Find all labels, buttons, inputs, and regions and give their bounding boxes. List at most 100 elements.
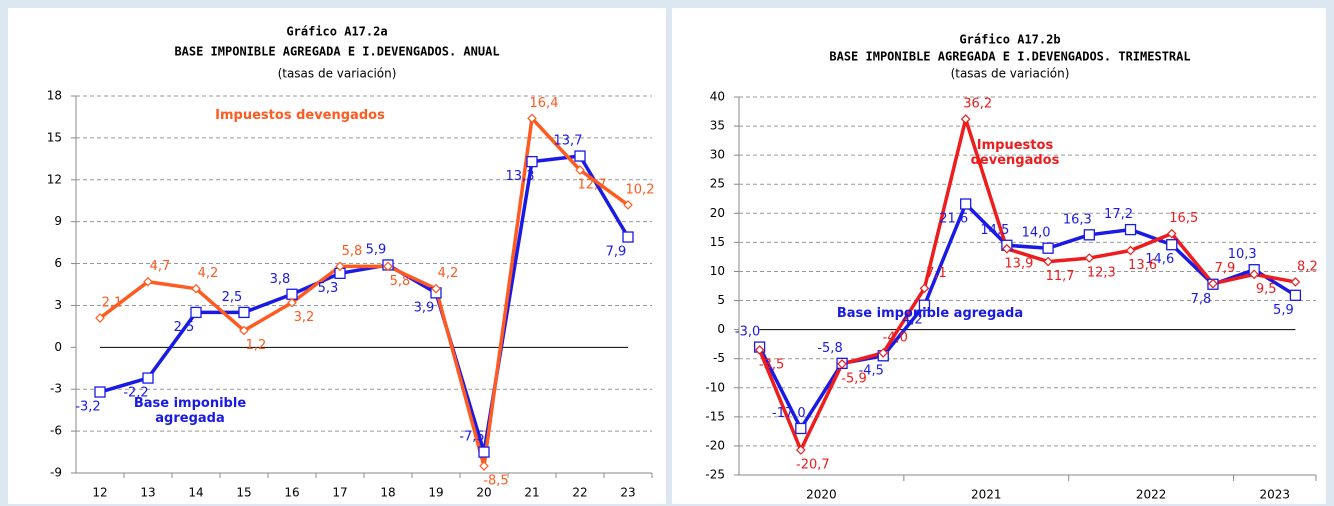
x-tick-label: 15 [236, 486, 251, 500]
marker [1249, 269, 1260, 280]
chart-title: Gráfico A17.2b [959, 33, 1060, 47]
x-tick-label: 23 [620, 486, 635, 500]
marker [143, 276, 153, 287]
data-label: -2,2 [123, 386, 148, 401]
y-tick-label: 15 [47, 130, 62, 144]
y-tick-label: 30 [710, 148, 725, 162]
data-label: -8,5 [483, 474, 508, 489]
y-tick-label: -9 [50, 466, 62, 480]
series-label: Base imponible agregada [836, 306, 1024, 321]
data-label: 8,2 [1297, 259, 1318, 274]
marker [960, 114, 971, 124]
marker [431, 283, 441, 294]
y-tick-label: 6 [54, 256, 62, 270]
marker [190, 306, 202, 319]
y-tick-label: 25 [710, 177, 725, 191]
x-tick-label: 20 [476, 486, 491, 500]
data-label: -4,0 [883, 330, 908, 345]
y-tick-label: -5 [713, 351, 725, 365]
y-tick-label: 20 [710, 206, 725, 220]
marker [239, 325, 249, 336]
y-tick-label: 5 [717, 293, 725, 307]
data-label: 5,3 [318, 281, 339, 296]
series-label-box: Impuestos devengados [971, 138, 1060, 168]
marker [94, 386, 106, 398]
y-tick-label: -25 [705, 468, 725, 482]
chart-title: Gráfico A17.2a [286, 25, 387, 39]
data-label: 13,6 [1128, 258, 1157, 273]
y-tick-label: -10 [705, 380, 725, 394]
y-tick-label: -3 [50, 382, 62, 396]
x-tick-label: 13 [140, 486, 155, 500]
data-label: 5,9 [366, 242, 387, 257]
data-label: -5,8 [817, 341, 842, 356]
data-label: 10,3 [1228, 247, 1257, 262]
data-label: 36,2 [963, 97, 992, 112]
y-tick-label: 40 [710, 90, 725, 104]
y-tick-label: 3 [54, 298, 62, 312]
data-label: 12,3 [1087, 266, 1116, 281]
marker [575, 165, 585, 175]
data-label: 21,6 [939, 212, 968, 227]
x-tick-label: 17 [332, 486, 347, 500]
marker [1289, 289, 1302, 301]
series-line [99, 154, 630, 454]
data-label: 14,0 [1022, 226, 1051, 241]
data-label: 2,5 [174, 320, 195, 335]
marker [623, 200, 633, 210]
marker [286, 288, 298, 300]
data-label: 3,2 [294, 310, 315, 325]
y-tick-label: 0 [717, 322, 725, 336]
data-label: -3,0 [735, 325, 760, 340]
data-label: 13,3 [506, 169, 535, 184]
marker [754, 345, 765, 355]
data-label: 11,7 [1046, 269, 1075, 284]
marker [878, 348, 889, 358]
data-label: 4,2 [902, 313, 923, 328]
data-label: -17,0 [772, 406, 806, 421]
data-label: 7,8 [1191, 292, 1212, 307]
data-label: 7,9 [606, 245, 627, 260]
data-label: -7,5 [459, 430, 484, 445]
marker [795, 445, 806, 455]
chart-subtitle: BASE IMPONIBLE AGREGADA E I.DEVENGADOS. … [174, 45, 499, 59]
marker [1290, 277, 1301, 287]
marker [1166, 228, 1177, 239]
data-label: 16,3 [1063, 212, 1092, 227]
data-label: 5,8 [390, 274, 411, 289]
data-label: 3,9 [414, 300, 435, 315]
panel-a [8, 8, 666, 504]
data-label: 4,7 [150, 259, 171, 274]
y-tick-label: 12 [47, 172, 62, 186]
data-label: 14,6 [1145, 252, 1174, 267]
series-label-box: Base imponible agregada [134, 396, 246, 426]
data-label: 7,1 [926, 266, 947, 281]
unit-note: (tasas de variación) [278, 67, 397, 81]
marker [837, 359, 847, 369]
data-label: 4,2 [198, 266, 219, 281]
x-tick-label: 14 [188, 486, 203, 500]
x-tick-label: 18 [380, 486, 395, 500]
chart-subtitle: BASE IMPONIBLE AGREGADA E I.DEVENGADOS. … [829, 50, 1190, 64]
y-tick-label: -15 [705, 409, 725, 423]
marker [1043, 256, 1053, 267]
data-label: 12,7 [578, 178, 607, 193]
data-label: 1,2 [246, 338, 267, 353]
data-label: 5,8 [342, 244, 363, 259]
data-label: 2,5 [222, 290, 243, 305]
marker [1166, 239, 1178, 251]
marker [918, 299, 931, 311]
x-tick-label: 21 [524, 486, 539, 500]
marker [919, 283, 930, 294]
marker [527, 113, 537, 124]
y-tick-label: -6 [50, 424, 62, 438]
data-label: 13,7 [554, 134, 583, 149]
data-label: 4,2 [438, 266, 459, 281]
marker [287, 297, 297, 308]
data-label: -20,7 [796, 457, 830, 472]
panel-b [672, 8, 1326, 504]
series-label-box: Base imponible agregada [836, 306, 1024, 321]
y-tick-label: -20 [705, 438, 725, 452]
y-tick-label: 15 [710, 235, 725, 249]
series-label: Impuestos devengados [215, 108, 385, 123]
